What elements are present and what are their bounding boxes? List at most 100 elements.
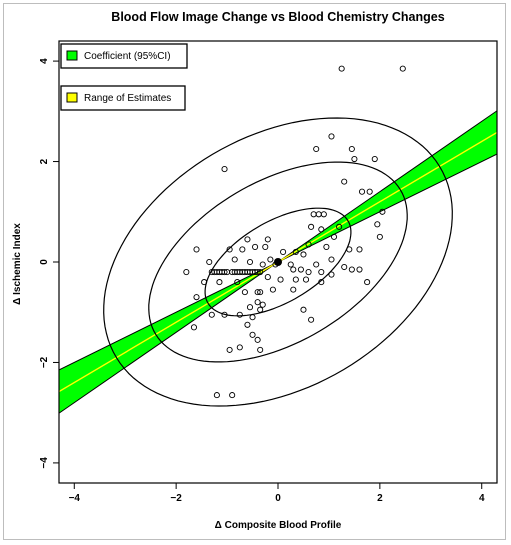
data-point: [277, 276, 284, 283]
data-point: [246, 304, 254, 311]
data-point: [313, 145, 320, 153]
data-point: [254, 299, 261, 306]
y-axis-ticks: −4 −2 0 2 4: [39, 58, 59, 469]
data-point: [236, 344, 243, 351]
data-point: [254, 336, 261, 343]
data-point: [358, 188, 366, 195]
data-point: [201, 279, 208, 286]
x-tick-label: −2: [170, 493, 182, 504]
y-tick-label: −4: [39, 457, 50, 469]
data-point: [318, 268, 325, 276]
confidence-band-layer: [59, 110, 497, 414]
chart-frame: [3, 3, 506, 540]
data-point: [318, 226, 325, 233]
chart-title: Blood Flow Image Change vs Blood Chemist…: [111, 10, 444, 24]
data-point: [216, 279, 223, 286]
data-point: [315, 211, 322, 218]
data-point: [323, 243, 330, 250]
confidence-band-right: [277, 110, 497, 263]
data-point: [254, 268, 261, 276]
data-point: [226, 246, 233, 253]
data-point: [231, 256, 238, 263]
data-point: [269, 286, 276, 293]
data-point: [313, 261, 320, 268]
data-point: [310, 211, 317, 218]
data-point: [287, 261, 294, 268]
data-point: [254, 289, 261, 296]
data-point: [308, 223, 315, 230]
data-point: [257, 346, 264, 353]
data-point: [221, 166, 228, 173]
y-tick-label: 0: [39, 259, 50, 265]
data-point: [226, 346, 233, 353]
legend-box-range: [60, 85, 186, 111]
data-point: [290, 286, 297, 293]
data-point: [336, 223, 343, 230]
ellipse-0: [204, 207, 352, 317]
data-point: [290, 266, 297, 273]
data-point: [221, 268, 228, 276]
data-point: [351, 155, 358, 163]
data-point: [308, 316, 315, 323]
y-tick-label: −2: [39, 356, 50, 368]
ellipse-1: [148, 161, 408, 363]
y-axis-label: Δ Ischemic Index: [12, 223, 23, 305]
data-point: [341, 178, 348, 185]
data-point: [318, 279, 325, 286]
data-point: [239, 246, 246, 253]
data-point: [244, 321, 251, 328]
data-point: [257, 289, 264, 296]
data-point: [320, 211, 327, 218]
center-point: [274, 258, 282, 266]
legend-swatch-green: [66, 50, 78, 61]
data-point: [305, 241, 312, 248]
legend-swatch-yellow: [66, 92, 78, 103]
data-point: [292, 248, 299, 256]
legend-coefficient: Coefficient (95%CI): [60, 43, 188, 69]
data-point: [376, 233, 383, 240]
data-point: [356, 266, 363, 273]
data-point: [280, 248, 287, 256]
data-point: [348, 145, 355, 153]
data-point: [267, 256, 274, 263]
x-tick-label: 0: [275, 493, 281, 504]
data-point: [328, 133, 335, 140]
data-point: [330, 233, 338, 240]
confidence-band-left: [59, 261, 279, 414]
data-point: [262, 243, 269, 250]
data-point: [193, 246, 200, 253]
data-point: [190, 324, 198, 331]
data-point: [328, 256, 335, 263]
data-point: [379, 208, 386, 215]
data-point: [234, 279, 241, 286]
legend-box-coefficient: [60, 43, 188, 69]
data-point: [208, 311, 215, 318]
data-point: [341, 263, 348, 271]
data-point: [300, 306, 307, 313]
x-tick-label: 4: [479, 493, 485, 504]
data-point: [206, 258, 213, 266]
data-point: [346, 246, 353, 253]
y-tick-label: 2: [39, 158, 50, 164]
data-point: [356, 246, 363, 253]
data-point: [249, 331, 256, 338]
data-point: [257, 268, 264, 276]
data-point: [292, 276, 299, 283]
data-point: [399, 65, 406, 72]
data-point: [264, 236, 271, 243]
data-point: [297, 266, 304, 273]
data-point: [257, 306, 264, 313]
data-point: [364, 279, 371, 286]
x-axis-label: Δ Composite Blood Profile: [215, 520, 342, 531]
data-point: [244, 236, 251, 243]
legend-label-range: Range of Estimates: [84, 93, 171, 104]
data-point: [338, 65, 345, 72]
ellipse-2: [103, 117, 453, 407]
data-point: [183, 268, 190, 276]
data-point: [348, 266, 355, 273]
data-point: [259, 301, 266, 308]
data-point: [236, 311, 243, 318]
data-point: [241, 289, 248, 296]
data-point: [264, 274, 271, 281]
